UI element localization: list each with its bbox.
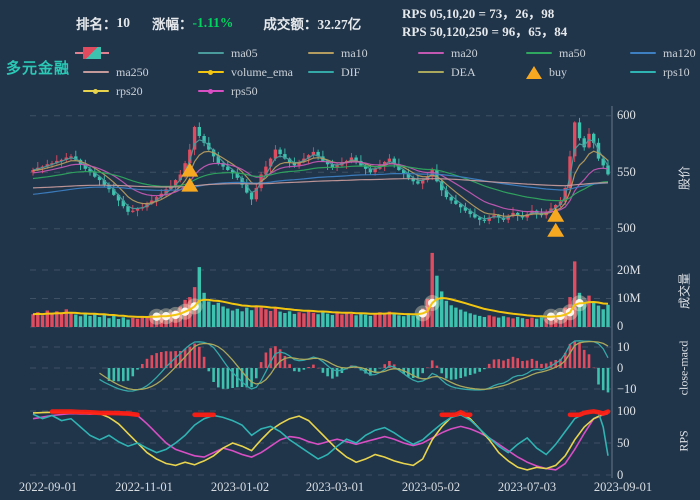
x-date-label: 2023-01-02 <box>210 480 270 494</box>
buy-marker-icon <box>547 222 565 237</box>
ma10-line-swatch <box>308 52 334 54</box>
legend-item-rps50: rps50 <box>198 83 308 99</box>
legend-item-volume_ema: volume_ema <box>198 64 308 80</box>
volume_ema-line-swatch <box>198 69 224 75</box>
legend-row: ma05 ma10 ma20 ma50 ma120 <box>75 45 698 61</box>
macd-tick: 10 <box>617 340 630 354</box>
legend-label: ma50 <box>559 46 586 60</box>
legend-label: ma05 <box>231 46 258 60</box>
legend-item-ma10: ma10 <box>308 45 418 61</box>
change-label: 涨幅： <box>152 17 193 32</box>
x-date-label: 2023-03-01 <box>305 480 365 494</box>
ma50-line-swatch <box>526 52 552 54</box>
legend-item-ma50: ma50 <box>526 45 630 61</box>
legend-item-ma05: ma05 <box>198 45 308 61</box>
candlestick-icon <box>75 47 109 59</box>
x-date-label: 2022-09-01 <box>18 480 78 494</box>
price-axis-label: 股价 <box>677 165 692 191</box>
DEA-line-swatch <box>418 71 444 73</box>
macd-tick: −10 <box>617 382 637 396</box>
legend-item-candlestick <box>75 45 198 61</box>
turnover-value: 32.27亿 <box>317 17 362 32</box>
legend-item-DEA: DEA <box>418 64 526 80</box>
change-value: -1.11% <box>192 15 234 30</box>
header-stats: 排名： 10 涨幅： -1.11% 成交额： 32.27亿 <box>76 13 361 33</box>
turnover-label: 成交额： <box>263 17 318 32</box>
rps-long-values: RPS 50,120,250 = 96，65，84 <box>402 24 568 39</box>
legend-item-ma120: ma120 <box>630 45 698 61</box>
legend-label: ma20 <box>451 46 478 60</box>
legend-item-rps10: rps10 <box>630 64 698 80</box>
legend-label: rps50 <box>231 84 258 98</box>
legend-row: ma250 volume_ema DIF DEA buy rps10 <box>83 64 698 80</box>
legend-item-rps20: rps20 <box>83 83 198 99</box>
DIF-line-swatch <box>308 71 334 73</box>
rank-label: 排名： <box>76 17 117 32</box>
x-date-label: 2023-07-03 <box>497 480 557 494</box>
ma120-line-swatch <box>630 52 656 54</box>
legend-label: ma120 <box>663 46 696 60</box>
buy-marker-icon <box>181 162 199 177</box>
rps-tick: 0 <box>617 468 624 482</box>
price-tick: 500 <box>617 221 636 235</box>
legend-label: ma10 <box>341 46 368 60</box>
price-tick: 600 <box>617 108 636 122</box>
legend-label: ma250 <box>116 65 149 79</box>
buy-marker-icon <box>181 177 199 192</box>
rps20-marker-dot <box>93 88 98 94</box>
volume-tick: 10M <box>617 291 641 305</box>
rps-tick: 50 <box>617 436 630 450</box>
rps-short-values: RPS 05,10,20 = 73，26，98 <box>402 6 555 21</box>
ma05-line-swatch <box>198 52 224 54</box>
volume-axis-label: 成交量 <box>677 272 692 310</box>
symbol-title: 多元金融 <box>6 61 71 77</box>
ma250-line-swatch <box>83 71 109 73</box>
rps50-marker-dot <box>208 88 213 94</box>
macd-tick: 0 <box>617 361 624 375</box>
macd-axis-label: close-macd <box>676 340 691 396</box>
rps20-line-swatch <box>83 88 109 94</box>
x-date-label: 2022-11-01 <box>115 480 173 494</box>
legend-label: buy <box>549 65 567 79</box>
price-tick: 550 <box>617 165 636 179</box>
chart-legend: ma05 ma10 ma20 ma50 ma120 ma250 volume_ema DIF D… <box>75 45 698 102</box>
buy-marker-icon <box>547 207 565 222</box>
volume-tick: 0 <box>617 319 624 333</box>
legend-label: rps10 <box>663 65 690 79</box>
volume-tick: 20M <box>617 263 641 277</box>
x-date-label: 2023-09-01 <box>593 480 653 494</box>
ma20-line-swatch <box>418 52 444 54</box>
legend-item-ma20: ma20 <box>418 45 526 61</box>
rps-readout: RPS 05,10,20 = 73，26，98 RPS 50,120,250 =… <box>402 5 567 41</box>
rps-axis-label: RPS <box>676 430 691 452</box>
legend-label: volume_ema <box>231 65 293 79</box>
rps50-line-swatch <box>198 88 224 94</box>
buy-triangle-icon <box>526 65 542 79</box>
rps10-line-swatch <box>630 71 656 73</box>
legend-label: rps20 <box>116 84 143 98</box>
rps-tick: 100 <box>617 404 636 418</box>
volume_ema-marker-dot <box>208 69 213 75</box>
legend-item-buy: buy <box>526 64 630 80</box>
legend-item-DIF: DIF <box>308 64 418 80</box>
x-date-label: 2023-05-02 <box>401 480 461 494</box>
rank-value: 10 <box>116 15 131 30</box>
legend-item-ma250: ma250 <box>83 64 198 80</box>
legend-row: rps20 rps50 <box>83 83 698 99</box>
legend-label: DIF <box>341 65 361 79</box>
legend-label: DEA <box>451 65 476 79</box>
